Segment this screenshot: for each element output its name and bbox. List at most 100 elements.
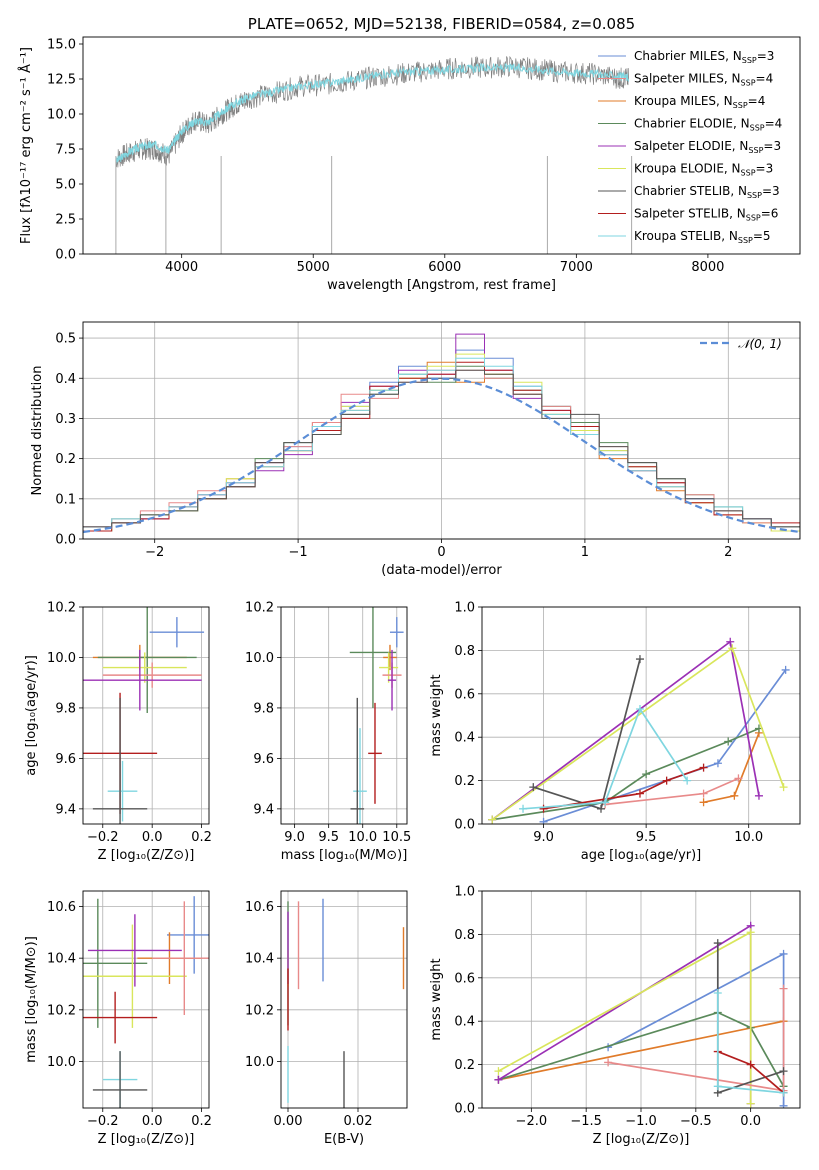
x-tick-label: 9.5: [318, 830, 339, 845]
mass-weight-point: [494, 1075, 503, 1084]
y-tick-label: 10.2: [245, 601, 274, 616]
x-axis-label: (data-model)/error: [381, 563, 502, 578]
legend-value: =6: [761, 207, 779, 221]
y-tick-label: 9.6: [55, 752, 76, 767]
mass-weight-point: [713, 1082, 722, 1091]
x-tick-label: −1.0: [625, 1114, 657, 1129]
legend-label: Kroupa MILES, NSSP=4: [634, 94, 765, 110]
errorbar-plot-area: [83, 896, 209, 1108]
x-tick-label: 9.0: [284, 830, 305, 845]
mass-weight-panel: 9.0 9.5 10.0 0.0 0.2 0.4 0.6 0.8 1.0 age [log₁₀(a…: [429, 601, 801, 863]
axes-frame: [82, 36, 801, 255]
y-tick-label: 0.4: [454, 731, 475, 746]
legend-subscript: SSP: [746, 214, 761, 223]
axes-frame: [280, 890, 408, 1109]
legend-value: =4: [756, 72, 774, 86]
y-tick-label: 0.4: [55, 372, 76, 387]
y-tick-label: 10.2: [47, 601, 76, 616]
y-tick-label: 10.4: [245, 952, 274, 967]
x-tick-label: 9.0: [533, 830, 554, 845]
legend-subscript: SSP: [747, 191, 762, 200]
legend-subscript: SSP: [738, 236, 753, 245]
y-tick-label: 7.5: [55, 143, 76, 158]
legend-text: Salpeter ELODIE, N: [634, 139, 748, 153]
y-tick-label: 10.0: [47, 651, 76, 666]
x-tick-label: 6000: [428, 260, 461, 275]
x-axis-label: E(B-V): [324, 1132, 364, 1147]
legend-label: Salpeter STELIB, NSSP=6: [634, 207, 778, 223]
mass-weight-panel: −2.0 −1.5 −1.0 −0.5 0.0 0.0 0.2 0.4 0.6 0.8 1.0 Z […: [429, 885, 801, 1147]
mass-weight-series-line: [533, 658, 641, 810]
mass-weight-series-line: [522, 707, 688, 810]
axes-frame: [481, 606, 801, 825]
mass-weight-series-line: [497, 930, 752, 1104]
axes-frame: [82, 321, 801, 540]
mass-weight-point: [779, 1088, 788, 1097]
mass-weight-point: [699, 798, 708, 807]
y-tick-label: 10.0: [245, 651, 274, 666]
legend-subscript: SSP: [741, 169, 756, 178]
mass-weight-series-line: [498, 1011, 785, 1087]
x-tick-label: 0.0: [740, 1114, 761, 1129]
mass-weight-series-line: [492, 727, 760, 821]
mass-weight-point: [746, 1099, 755, 1108]
y-tick-label: 9.6: [253, 752, 274, 767]
x-axis-label: Z [log₁₀(Z/Z⊙)]: [593, 1132, 690, 1147]
legend-label: Chabrier MILES, NSSP=3: [634, 49, 774, 65]
mass-weight-point: [713, 939, 722, 948]
y-tick-label: 0.6: [454, 971, 475, 986]
legend-label: Chabrier STELIB, NSSP=3: [634, 184, 780, 200]
y-tick-label: 9.8: [55, 701, 76, 716]
x-axis-label: Z [log₁₀(Z/Z⊙)]: [98, 848, 195, 863]
x-tick-label: 0.00: [274, 1114, 303, 1129]
legend-value: =3: [756, 162, 774, 176]
histogram-step-line: [83, 369, 800, 539]
y-tick-label: 10.0: [47, 108, 76, 123]
axes-frame: [82, 606, 210, 825]
y-axis-label: mass [log₁₀(M/M⊙)]: [24, 936, 39, 1063]
mass-weight-point: [539, 817, 548, 824]
legend-subscript: SSP: [742, 56, 757, 65]
legend-text: Chabrier ELODIE, N: [634, 117, 750, 131]
legend-text: Salpeter MILES, N: [634, 72, 741, 86]
model-spectrum-line: [115, 63, 630, 164]
mass-weight-series-line: [605, 777, 739, 806]
y-tick-label: 0.0: [55, 533, 76, 548]
legend-label: Kroupa ELODIE, NSSP=3: [634, 162, 773, 178]
y-tick-label: 10.2: [245, 1003, 274, 1018]
mass-weight-plot-area: [488, 637, 790, 824]
errorbar-plot-area: [349, 607, 404, 824]
y-axis-label: age [log₁₀(age/yr)]: [24, 655, 39, 776]
mass-weight-point: [779, 1101, 788, 1108]
x-tick-label: 10.0: [734, 830, 763, 845]
mass-weight-series-line: [543, 766, 704, 810]
histogram-legend: 𝒩(0, 1): [700, 337, 782, 351]
y-tick-label: 0.2: [454, 774, 475, 789]
errorbar-panel: 9.0 9.5 10.0 10.5 9.4 9.6 9.8 10.0 10.2 mass [log…: [245, 601, 411, 864]
mass-weight-series-line: [498, 1020, 784, 1081]
y-tick-label: 0.3: [55, 412, 76, 427]
y-tick-label: 0.6: [454, 687, 475, 702]
mass-weight-point: [529, 783, 538, 792]
legend-label: 𝒩(0, 1): [738, 337, 782, 351]
legend-subscript: SSP: [750, 124, 765, 133]
x-tick-label: −2.0: [516, 1114, 548, 1129]
x-tick-label: 9.5: [636, 830, 657, 845]
histogram-plot-area: [83, 333, 800, 539]
spectrum-panel: 4000 5000 6000 7000 8000 0.0 2.5 5.0 7.5 10.0 12.5…: [18, 15, 801, 293]
axes-frame: [280, 606, 408, 825]
mass-weight-point: [604, 1058, 613, 1067]
y-axis-label: Normed distribution: [30, 366, 45, 496]
mass-weight-point: [730, 791, 739, 800]
y-tick-label: 0.2: [55, 452, 76, 467]
mass-weight-point: [699, 763, 708, 772]
y-tick-label: 9.4: [253, 802, 274, 817]
errorbar-plot-area: [287, 898, 405, 1108]
legend-value: =4: [748, 94, 766, 108]
y-tick-label: 0.0: [454, 818, 475, 833]
mass-weight-point: [635, 655, 644, 664]
x-tick-label: 4000: [165, 260, 198, 275]
x-tick-label: −1: [289, 545, 308, 560]
y-tick-label: 10.2: [47, 1003, 76, 1018]
errorbar-plot-area: [83, 607, 205, 824]
